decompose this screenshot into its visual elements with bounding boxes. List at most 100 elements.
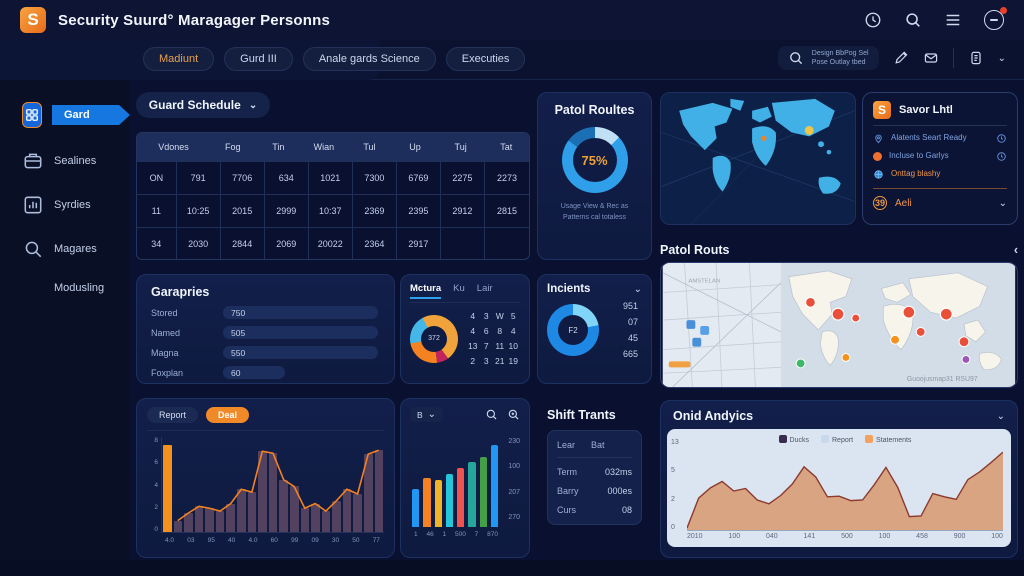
x-tick-label: 30	[331, 537, 340, 544]
tab-anale-gards[interactable]: Anale gards Science	[302, 47, 436, 71]
table-header-row: Vdones Fog Tin Wian Tul Up Tuj Tat	[137, 133, 529, 161]
saved-item-label: Alatents Seart Ready	[891, 133, 967, 142]
x-tick-label: 4.0	[248, 537, 258, 544]
saved-list-item[interactable]: Alatents Seart Ready	[873, 133, 1007, 144]
world-map-card[interactable]	[660, 92, 856, 225]
sidebar-item-gard[interactable]: Gard	[0, 96, 130, 134]
table-body: ON 791 7706 634 1021 7300 6769 2275 2273 11 10:25 2…	[137, 161, 529, 259]
grid-number: 4	[470, 311, 476, 321]
schedule-cell: 2844	[220, 227, 265, 259]
sidebar: Gard Sealines Syrdies Magares Modusling	[0, 80, 130, 576]
mail-icon[interactable]	[923, 50, 939, 66]
sidebar-item-syrdies[interactable]: Syrdies	[0, 188, 130, 222]
tab-executies[interactable]: Executies	[445, 47, 526, 71]
grid-number: 4	[470, 326, 476, 336]
shift-label: Curs	[557, 505, 577, 515]
menu-icon[interactable]	[944, 11, 962, 29]
legend-swatch	[778, 435, 787, 443]
saved-list-item[interactable]: Incluse to Garlys	[873, 151, 1007, 162]
tab-report[interactable]: Report	[147, 407, 199, 423]
tab-deal[interactable]: Deal	[206, 407, 250, 423]
shift-rows: Term 032ms Barry 000es Curs 08	[557, 467, 632, 515]
grid-number: 8	[497, 326, 503, 336]
tab-madiunt[interactable]: Madiunt	[143, 47, 215, 71]
search-icon[interactable]	[904, 11, 922, 29]
patrol-routs-map[interactable]: AMSTELAN Guoojusmap31 RSU97	[660, 262, 1018, 388]
sidebar-item-magares[interactable]: Magares	[0, 232, 130, 266]
bottom-strip	[0, 560, 1024, 576]
globe-icon	[874, 170, 883, 179]
sidebar-item-sealines[interactable]: Sealines	[0, 144, 130, 178]
y-tick-label: 207	[508, 488, 520, 496]
bar	[247, 492, 257, 532]
schedule-cell: 2030	[176, 227, 221, 259]
tab-gurd-iii[interactable]: Gurd III	[224, 47, 293, 71]
chevron-down-icon[interactable]: ⌄	[633, 283, 642, 295]
schedule-cell: 2917	[396, 227, 441, 259]
grid-number: 4	[510, 326, 516, 336]
colored-bar	[445, 473, 453, 527]
x-tick-label: 77	[372, 537, 380, 544]
tab-mctura[interactable]: Mctura	[410, 283, 442, 299]
shift-row: Curs 08	[557, 505, 632, 515]
x-tick-label: 500	[454, 531, 466, 538]
shift-row: Barry 000es	[557, 486, 632, 496]
saved-list-footer[interactable]: 39 Aeli ⌄	[873, 196, 1007, 210]
search-input[interactable]: Design BbPog Sel Pose Outlay tbed	[777, 46, 879, 70]
x-tick-label: 900	[953, 533, 966, 540]
schedule-cell: 10:37	[308, 194, 353, 227]
pen-icon[interactable]	[893, 50, 909, 66]
legend-swatch	[865, 435, 874, 443]
clock-icon[interactable]	[864, 11, 882, 29]
chevron-down-icon[interactable]: ⌄	[997, 52, 1006, 64]
schedule-cell: 791	[176, 161, 221, 194]
sidebar-item-label: Modusling	[54, 282, 105, 294]
colored-bar	[490, 445, 498, 527]
chart-type-dropdown[interactable]: B ⌄	[410, 407, 444, 422]
bar	[363, 454, 373, 532]
bar	[268, 453, 278, 532]
incidents-card: Incients ⌄ F2 951 07 45 665	[537, 274, 652, 384]
legend-item: Statements	[865, 435, 911, 444]
incident-value: 07	[627, 317, 638, 327]
grid-number: 7	[483, 341, 489, 351]
chevron-down-icon[interactable]: ⌄	[996, 410, 1005, 422]
x-tick-label: 09	[311, 537, 319, 544]
categories-card: Garapries Stored 750 Named 505 Magna 550 Foxpl…	[136, 274, 395, 384]
user-avatar[interactable]	[984, 7, 1007, 30]
x-tick-label: 46	[426, 531, 434, 538]
shift-trants-title: Shift Trants	[547, 408, 616, 422]
colored-bar	[434, 479, 442, 527]
zoom-in-icon[interactable]	[507, 408, 520, 421]
shift-label: Barry	[557, 486, 579, 496]
saved-list-title: Savor Lhtl	[899, 104, 953, 116]
clock-icon	[997, 152, 1006, 161]
schedule-cell	[484, 227, 529, 259]
chevron-down-icon: ⌄	[248, 99, 258, 111]
clipboard-icon[interactable]	[968, 50, 984, 66]
footer-label: Aeli	[895, 197, 912, 209]
search-text-line2: Pose Outlay tbed	[811, 59, 866, 66]
bar	[374, 450, 384, 532]
bar	[321, 511, 331, 532]
schedule-cell: ON	[137, 161, 177, 194]
tab-lair[interactable]: Lair	[476, 283, 493, 294]
incident-value: 45	[627, 333, 638, 343]
saved-list-item[interactable]: Onttag blashy	[873, 169, 1007, 180]
patrol-percent: 75%	[581, 152, 608, 168]
x-axis-labels: 2010 100 040 141 500 100 458 900 100	[687, 533, 1003, 540]
colored-bar	[423, 477, 431, 527]
zoom-out-icon[interactable]	[485, 408, 498, 421]
guard-schedule-dropdown[interactable]: Guard Schedule ⌄	[136, 92, 270, 118]
schedule-cell: 2273	[484, 161, 529, 194]
sidebar-item-modusling[interactable]: Modusling	[0, 276, 130, 300]
colored-bar	[479, 456, 487, 527]
shift-trants-card: Shift Trants Lear Bat Term 032ms Barry 000e…	[537, 398, 652, 566]
x-tick-label: 1	[442, 531, 447, 538]
bar	[289, 486, 299, 532]
schedule-cell: 2069	[264, 227, 309, 259]
schedule-col-header: Vdones	[158, 142, 189, 152]
back-arrow-icon[interactable]: ‹	[1013, 243, 1018, 257]
tab-ku[interactable]: Ku	[453, 283, 465, 294]
shift-col-lear: Lear	[557, 440, 576, 450]
